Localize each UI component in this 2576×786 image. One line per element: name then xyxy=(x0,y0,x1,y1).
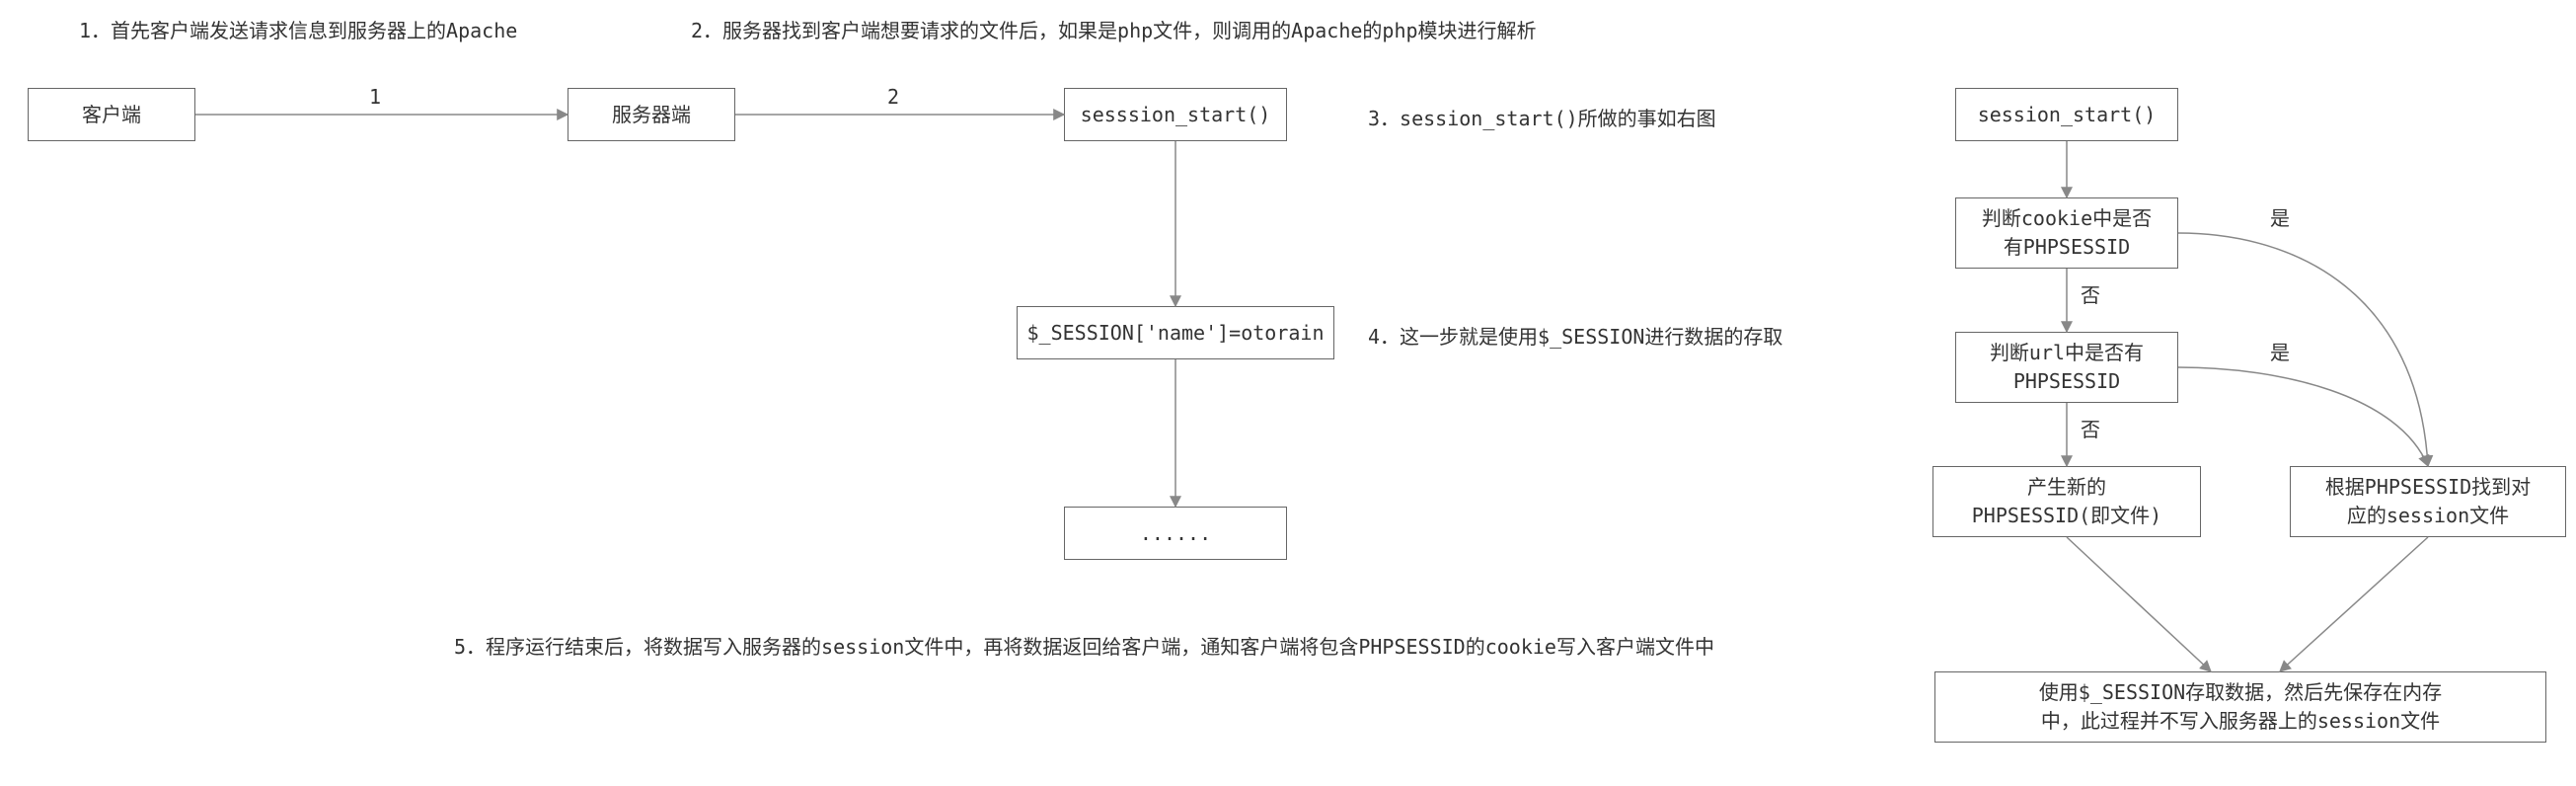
step5-label: 5．程序运行结束后，将数据写入服务器的session文件中，再将数据返回给客户端… xyxy=(454,632,1714,662)
flowchart-canvas: 1．首先客户端发送请求信息到服务器上的Apache 2．服务器找到客户端想要请求… xyxy=(0,0,2576,786)
edge-label-no2: 否 xyxy=(2081,418,2100,441)
edge-label-no1: 否 xyxy=(2081,283,2100,307)
node-r-url: 判断url中是否有 PHPSESSID xyxy=(1955,332,2178,403)
edge-label-yes2: 是 xyxy=(2270,341,2290,364)
node-ellipsis: ...... xyxy=(1064,507,1287,560)
edge-url-yes xyxy=(2178,367,2428,466)
node-sess-assign: $_SESSION['name']=otorain xyxy=(1017,306,1334,359)
edges-layer: 1 2 否 否 是 是 xyxy=(0,0,2576,786)
edge-found-final xyxy=(2280,537,2428,671)
edge-label-2: 2 xyxy=(887,85,899,109)
edge-label-yes1: 是 xyxy=(2270,206,2290,230)
node-r-start: session_start() xyxy=(1955,88,2178,141)
node-client: 客户端 xyxy=(28,88,195,141)
step3-label: 3．session_start()所做的事如右图 xyxy=(1368,104,1716,133)
edge-label-1: 1 xyxy=(369,85,381,109)
edge-new-final xyxy=(2067,537,2211,671)
node-sess-start: sesssion_start() xyxy=(1064,88,1287,141)
edge-cookie-yes xyxy=(2178,233,2428,466)
node-r-found: 根据PHPSESSID找到对 应的session文件 xyxy=(2290,466,2566,537)
node-r-cookie: 判断cookie中是否 有PHPSESSID xyxy=(1955,197,2178,269)
node-r-new: 产生新的 PHPSESSID(即文件) xyxy=(1932,466,2201,537)
step2-label: 2．服务器找到客户端想要请求的文件后，如果是php文件，则调用的Apache的p… xyxy=(691,16,1537,45)
step4-label: 4．这一步就是使用$_SESSION进行数据的存取 xyxy=(1368,322,1782,352)
node-server: 服务器端 xyxy=(568,88,735,141)
node-r-final: 使用$_SESSION存取数据，然后先保存在内存 中，此过程并不写入服务器上的s… xyxy=(1934,671,2546,743)
step1-label: 1．首先客户端发送请求信息到服务器上的Apache xyxy=(79,16,517,45)
